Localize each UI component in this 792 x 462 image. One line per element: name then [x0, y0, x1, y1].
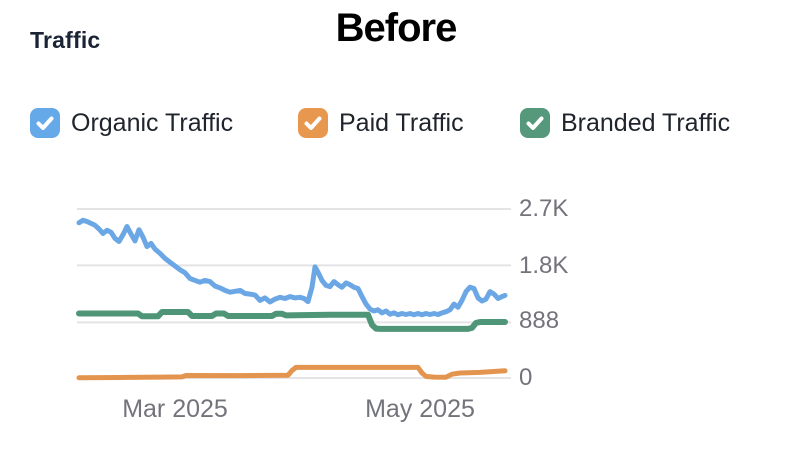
legend-item-paid-traffic[interactable]: Paid Traffic [298, 108, 464, 138]
check-icon [526, 116, 544, 130]
check-icon [36, 116, 54, 130]
legend-label: Paid Traffic [339, 109, 464, 137]
checkbox-checked-icon[interactable] [30, 108, 60, 138]
series-lines [76, 217, 508, 381]
overlay-title-before: Before [335, 6, 458, 50]
series-line-organic-traffic [76, 217, 508, 318]
chart-title: Traffic [30, 27, 101, 53]
x-tick-label: May 2025 [365, 395, 475, 423]
y-tick-label: 2.7K [519, 195, 569, 222]
chart-legend: Organic Traffic Paid Traffic Branded Tra… [0, 108, 792, 142]
legend-item-organic-traffic[interactable]: Organic Traffic [30, 108, 233, 138]
series-line-branded-traffic [76, 309, 508, 332]
y-tick-label: 0 [519, 364, 533, 391]
checkbox-checked-icon[interactable] [520, 108, 550, 138]
x-tick-label: Mar 2025 [122, 395, 228, 423]
checkbox-checked-icon[interactable] [298, 108, 328, 138]
legend-item-branded-traffic[interactable]: Branded Traffic [520, 108, 730, 138]
legend-label: Branded Traffic [561, 109, 731, 137]
series-line-paid-traffic [76, 364, 508, 381]
check-icon [304, 116, 322, 130]
legend-label: Organic Traffic [71, 109, 234, 137]
y-tick-label: 1.8K [519, 252, 569, 279]
y-tick-label: 888 [519, 307, 560, 334]
